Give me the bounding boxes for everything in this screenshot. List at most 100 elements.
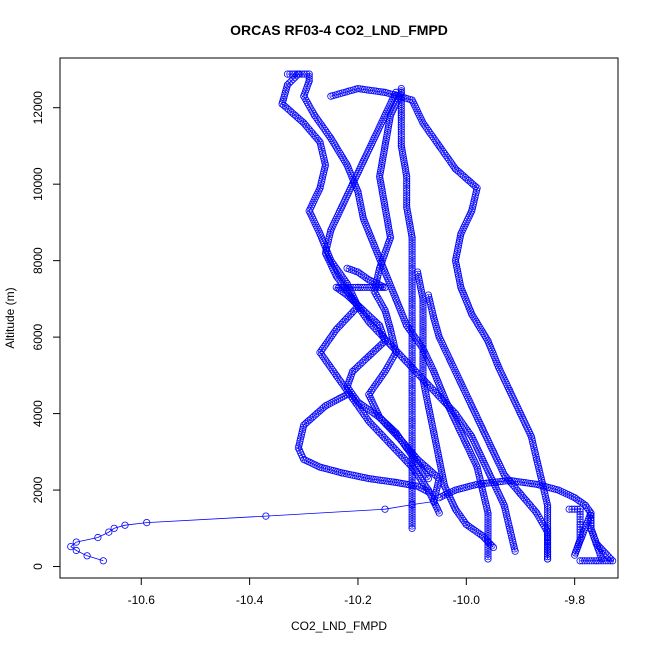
data-point	[379, 153, 387, 161]
data-point	[67, 542, 75, 551]
data-point	[438, 146, 446, 154]
data-point	[408, 499, 416, 507]
data-point	[308, 459, 316, 467]
data-point	[437, 493, 445, 501]
data-series	[278, 70, 443, 517]
data-point	[350, 392, 358, 400]
data-point	[571, 494, 579, 502]
series-line	[335, 267, 429, 479]
data-point	[499, 477, 507, 485]
data-point	[374, 476, 382, 484]
data-point	[408, 436, 416, 444]
data-point	[408, 292, 416, 301]
data-point	[387, 478, 395, 486]
data-point	[359, 402, 367, 410]
data-point	[408, 494, 416, 503]
data-point	[408, 415, 416, 423]
data-point	[382, 135, 390, 143]
data-point	[393, 431, 401, 439]
x-axis-label: CO2_LND_FMPD	[291, 619, 387, 633]
data-point	[354, 168, 363, 176]
data-point	[358, 283, 367, 291]
data-point	[336, 377, 344, 385]
data-point	[367, 387, 376, 395]
data-point	[319, 345, 327, 353]
data-point	[408, 408, 416, 416]
data-point	[587, 511, 595, 520]
data-series	[565, 505, 617, 565]
data-point	[408, 368, 416, 376]
data-point	[408, 497, 416, 505]
data-point	[397, 114, 405, 122]
data-point	[480, 429, 489, 437]
data-point	[415, 461, 423, 469]
data-point	[536, 515, 544, 523]
data-point	[414, 273, 423, 281]
data-point	[397, 137, 405, 145]
data-point	[473, 528, 481, 536]
data-point	[408, 471, 416, 479]
data-point	[346, 387, 354, 395]
data-point	[403, 189, 411, 197]
data-point	[335, 395, 343, 403]
data-point	[340, 276, 348, 284]
data-point	[458, 419, 466, 427]
series-line	[70, 501, 434, 562]
data-point	[476, 324, 484, 332]
data-point	[428, 132, 437, 140]
data-point	[576, 497, 584, 506]
data-point	[524, 479, 532, 487]
data-point	[408, 375, 416, 383]
data-point	[72, 538, 80, 546]
data-point	[470, 457, 478, 465]
data-point	[405, 214, 413, 222]
data-point	[455, 274, 463, 283]
data-point	[408, 382, 416, 390]
data-point	[312, 113, 320, 121]
data-point	[354, 283, 362, 291]
data-point	[403, 321, 411, 330]
data-point	[403, 180, 411, 188]
data-point	[544, 515, 552, 523]
data-point	[323, 358, 331, 366]
data-point	[434, 449, 442, 457]
data-point	[408, 323, 416, 331]
data-point	[408, 252, 416, 261]
data-point	[316, 119, 324, 127]
data-point	[307, 105, 315, 113]
data-point	[419, 373, 427, 381]
data-point	[420, 380, 428, 388]
data-point	[285, 79, 293, 87]
data-point	[339, 393, 347, 401]
data-point	[408, 508, 416, 516]
data-point	[408, 389, 416, 397]
data-point	[379, 194, 388, 202]
data-point	[397, 121, 405, 129]
data-point	[454, 509, 462, 517]
data-point	[319, 123, 327, 131]
data-point	[359, 410, 367, 418]
data-point	[361, 85, 369, 94]
data-point	[408, 517, 416, 525]
data-point	[464, 522, 472, 530]
data-point	[422, 471, 430, 479]
data-point	[313, 115, 321, 123]
data-point	[381, 367, 389, 376]
data-point	[293, 70, 301, 78]
data-point	[328, 136, 336, 144]
data-point	[581, 501, 590, 509]
data-point	[595, 557, 603, 565]
data-point	[408, 262, 416, 270]
data-point	[347, 389, 355, 397]
data-point	[408, 234, 416, 242]
data-point	[494, 478, 502, 486]
data-point	[338, 469, 346, 477]
data-point	[385, 361, 393, 369]
data-point	[374, 294, 382, 302]
data-point	[576, 518, 584, 526]
data-point	[405, 448, 413, 456]
data-point	[565, 491, 573, 499]
data-point	[321, 356, 330, 364]
data-point	[320, 354, 328, 362]
data-point	[385, 120, 393, 128]
